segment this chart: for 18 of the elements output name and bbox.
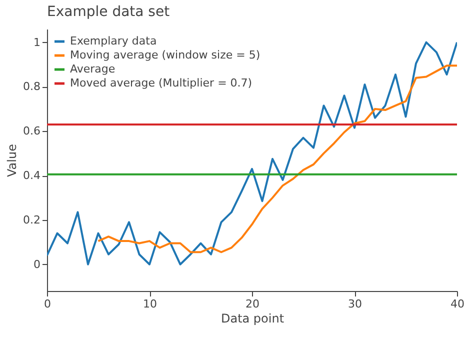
y-tick-label: 0.4: [23, 169, 40, 182]
y-axis-title: Value: [5, 144, 20, 177]
y-tick-label: 0: [34, 258, 40, 271]
x-tick-label: 0: [44, 298, 51, 310]
legend-label: Moved average (Multiplier = 0.7): [70, 76, 252, 90]
y-tick-label: 0.2: [23, 213, 40, 226]
x-tick-label: 20: [246, 298, 260, 310]
y-tick-label: 1: [34, 36, 40, 49]
x-tick-label: 30: [348, 298, 362, 310]
y-tick-label: 0.8: [23, 80, 40, 94]
x-tick-label: 10: [143, 298, 157, 310]
y-tick-label: 0.6: [23, 124, 40, 138]
legend-label: Exemplary data: [70, 34, 157, 48]
x-axis-title: Data point: [220, 312, 284, 326]
legend-label: Average: [70, 62, 116, 76]
legend-label: Moving average (window size = 5): [70, 48, 260, 62]
chart-title: Example data set: [47, 4, 170, 20]
x-tick-label: 40: [450, 298, 464, 310]
